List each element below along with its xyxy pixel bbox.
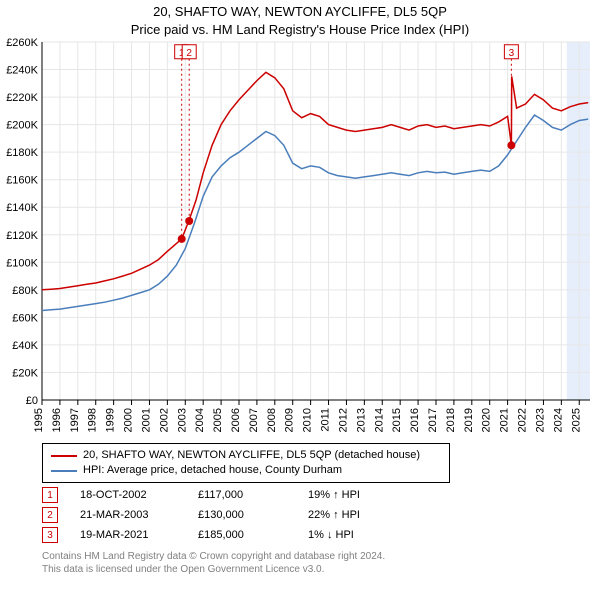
svg-text:2005: 2005 [212, 408, 224, 432]
svg-text:2022: 2022 [517, 408, 529, 432]
svg-text:2001: 2001 [140, 408, 152, 432]
license-text: Contains HM Land Registry data © Crown c… [42, 550, 562, 576]
svg-text:1995: 1995 [33, 408, 45, 432]
sale-row: 2 21-MAR-2003£130,00022% ↑ HPI [42, 505, 360, 525]
sale-row: 1 18-OCT-2002£117,00019% ↑ HPI [42, 485, 360, 505]
svg-text:2024: 2024 [552, 408, 564, 432]
sales-table: 1 18-OCT-2002£117,00019% ↑ HPI 2 21-MAR-200… [42, 485, 360, 545]
svg-text:£260K: £260K [6, 38, 38, 49]
series-price_paid [42, 72, 588, 289]
svg-text:2015: 2015 [391, 408, 403, 432]
svg-text:2008: 2008 [266, 408, 278, 432]
svg-text:2004: 2004 [194, 408, 206, 432]
svg-text:£40K: £40K [12, 340, 38, 352]
sale-price: £117,000 [198, 489, 308, 501]
svg-text:2020: 2020 [481, 408, 493, 432]
svg-text:£240K: £240K [6, 65, 38, 77]
legend-row: HPI: Average price, detached house, Coun… [51, 463, 441, 478]
legend-row: 20, SHAFTO WAY, NEWTON AYCLIFFE, DL5 5QP… [51, 448, 441, 463]
svg-text:2017: 2017 [427, 408, 439, 432]
svg-text:2014: 2014 [373, 408, 385, 432]
svg-text:2009: 2009 [284, 408, 296, 432]
sale-price: £130,000 [198, 509, 308, 521]
sale-hpi: 19% ↑ HPI [308, 489, 360, 501]
svg-text:2012: 2012 [337, 408, 349, 432]
svg-text:£60K: £60K [12, 312, 38, 324]
svg-text:1997: 1997 [69, 408, 81, 432]
svg-text:2018: 2018 [445, 408, 457, 432]
svg-text:2000: 2000 [123, 408, 135, 432]
svg-text:3: 3 [509, 48, 515, 59]
svg-text:£140K: £140K [6, 202, 38, 214]
svg-text:2003: 2003 [176, 408, 188, 432]
svg-text:2019: 2019 [463, 408, 475, 432]
svg-text:£20K: £20K [12, 367, 38, 379]
svg-text:1998: 1998 [87, 408, 99, 432]
legend-color-swatch [51, 470, 77, 472]
chart-title-line1: 20, SHAFTO WAY, NEWTON AYCLIFFE, DL5 5QP [0, 4, 600, 19]
svg-text:2006: 2006 [230, 408, 242, 432]
chart-subtitle: Price paid vs. HM Land Registry's House … [0, 22, 600, 37]
license-line2: This data is licensed under the Open Gov… [42, 563, 562, 576]
svg-text:1996: 1996 [51, 408, 63, 432]
sale-marker-box: 3 [42, 527, 58, 543]
sale-row: 3 19-MAR-2021£185,0001% ↓ HPI [42, 525, 360, 545]
svg-text:2025: 2025 [570, 408, 582, 432]
svg-text:1999: 1999 [105, 408, 117, 432]
svg-text:£0: £0 [26, 395, 38, 407]
svg-text:2023: 2023 [534, 408, 546, 432]
svg-text:2007: 2007 [248, 408, 260, 432]
sale-marker-box: 2 [42, 507, 58, 523]
svg-text:2016: 2016 [409, 408, 421, 432]
svg-text:2010: 2010 [302, 408, 314, 432]
license-line1: Contains HM Land Registry data © Crown c… [42, 550, 562, 563]
svg-text:£80K: £80K [12, 285, 38, 297]
sale-date: 18-OCT-2002 [80, 489, 198, 501]
svg-text:£220K: £220K [6, 92, 38, 104]
svg-text:£180K: £180K [6, 147, 38, 159]
legend-label: 20, SHAFTO WAY, NEWTON AYCLIFFE, DL5 5QP… [83, 448, 420, 463]
svg-text:£160K: £160K [6, 175, 38, 187]
svg-text:£120K: £120K [6, 230, 38, 242]
svg-text:£100K: £100K [6, 257, 38, 269]
svg-text:2013: 2013 [355, 408, 367, 432]
sale-hpi: 22% ↑ HPI [308, 509, 360, 521]
legend-label: HPI: Average price, detached house, Coun… [83, 463, 342, 478]
svg-text:2021: 2021 [499, 408, 511, 432]
svg-text:2002: 2002 [158, 408, 170, 432]
sale-date: 19-MAR-2021 [80, 529, 198, 541]
svg-text:£200K: £200K [6, 120, 38, 132]
sale-marker-box: 1 [42, 487, 58, 503]
sale-price: £185,000 [198, 529, 308, 541]
sale-hpi: 1% ↓ HPI [308, 529, 354, 541]
legend-color-swatch [51, 455, 77, 457]
price-chart: £0 £20K £40K £60K £80K £100K £120K £140K £160K £1… [0, 38, 600, 438]
sale-date: 21-MAR-2003 [80, 509, 198, 521]
svg-text:2: 2 [186, 48, 192, 59]
series-hpi [42, 115, 588, 311]
svg-text:2011: 2011 [320, 408, 332, 432]
legend-box: 20, SHAFTO WAY, NEWTON AYCLIFFE, DL5 5QP… [42, 443, 450, 483]
